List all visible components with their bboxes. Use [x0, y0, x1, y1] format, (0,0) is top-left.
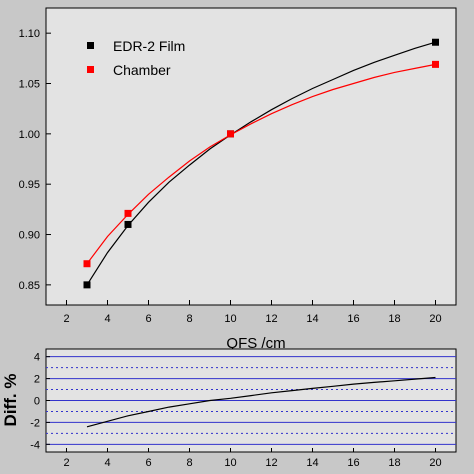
y-tick-label: 0.85 [19, 280, 40, 292]
x-tick-label: 18 [388, 457, 400, 469]
x-tick-label: 16 [347, 313, 359, 325]
y-tick-label: 0.90 [19, 230, 40, 242]
bottom-chart: 2 4 6 8 10 12 14 16 18 20 -4 -2 0 2 4 Diff. % [1, 348, 457, 469]
legend: EDR-2 Film Chamber [87, 38, 185, 78]
x-tick-label: 20 [429, 313, 441, 325]
x-tick-label: 12 [265, 457, 277, 469]
reference-lines [46, 356, 456, 445]
fit-curve-chamber [86, 63, 436, 265]
x-tick-label: 10 [224, 313, 236, 325]
x-tick-label: 6 [145, 313, 151, 325]
top-series-curves [86, 41, 436, 286]
x-tick-label: 12 [265, 313, 277, 325]
y-tick-label: 1.05 [19, 79, 40, 91]
data-point-chamber [227, 130, 234, 138]
x-tick-label: 8 [186, 457, 192, 469]
x-tick-label: 10 [224, 457, 236, 469]
top-axis-ticks: 2 4 6 8 10 12 14 16 18 20 0.85 0.90 0.95 1.00 1.05 1.10 [19, 28, 442, 325]
y-tick-label: -2 [30, 417, 40, 429]
legend-marker [87, 42, 94, 49]
legend-marker [87, 66, 94, 73]
data-point-chamber [83, 260, 91, 268]
difference-curve [86, 376, 436, 428]
x-tick-label: 20 [429, 457, 441, 469]
top-plot-area [45, 7, 457, 306]
data-point-chamber [432, 60, 439, 68]
y-axis-label: Diff. % [1, 374, 20, 427]
x-tick-label: 2 [63, 457, 69, 469]
y-tick-label: 0 [34, 396, 40, 408]
x-tick-label: 4 [104, 313, 110, 325]
x-tick-label: 6 [145, 457, 151, 469]
data-point-film [432, 38, 439, 46]
x-tick-label: 2 [63, 313, 69, 325]
y-tick-label: 0.95 [19, 179, 40, 191]
data-point-chamber [124, 209, 132, 217]
y-tick-label: 1.10 [19, 28, 40, 40]
fit-curve-film [86, 41, 436, 286]
y-tick-label: 1.00 [19, 129, 40, 141]
y-tick-label: 2 [34, 374, 40, 386]
x-tick-label: 16 [347, 457, 359, 469]
x-tick-label: 8 [186, 313, 192, 325]
top-chart: 2 4 6 8 10 12 14 16 18 20 0.85 0.90 0.95 1.00 1.05 1.10… [19, 7, 457, 325]
x-tick-label: 14 [306, 457, 318, 469]
x-tick-label: 14 [306, 313, 318, 325]
data-point-film [83, 281, 91, 289]
bottom-axis-ticks: 2 4 6 8 10 12 14 16 18 20 -4 -2 0 2 4 [30, 352, 441, 469]
x-tick-label: 18 [388, 313, 400, 325]
data-point-film [124, 220, 132, 228]
x-axis-label: QFS /cm [226, 335, 285, 352]
legend-label: Chamber [113, 62, 171, 78]
legend-label: EDR-2 Film [113, 38, 185, 54]
x-tick-label: 4 [104, 457, 110, 469]
y-tick-label: 4 [34, 352, 40, 364]
top-series-points [83, 38, 439, 289]
y-tick-label: -4 [30, 439, 40, 451]
difference-line [86, 376, 436, 428]
